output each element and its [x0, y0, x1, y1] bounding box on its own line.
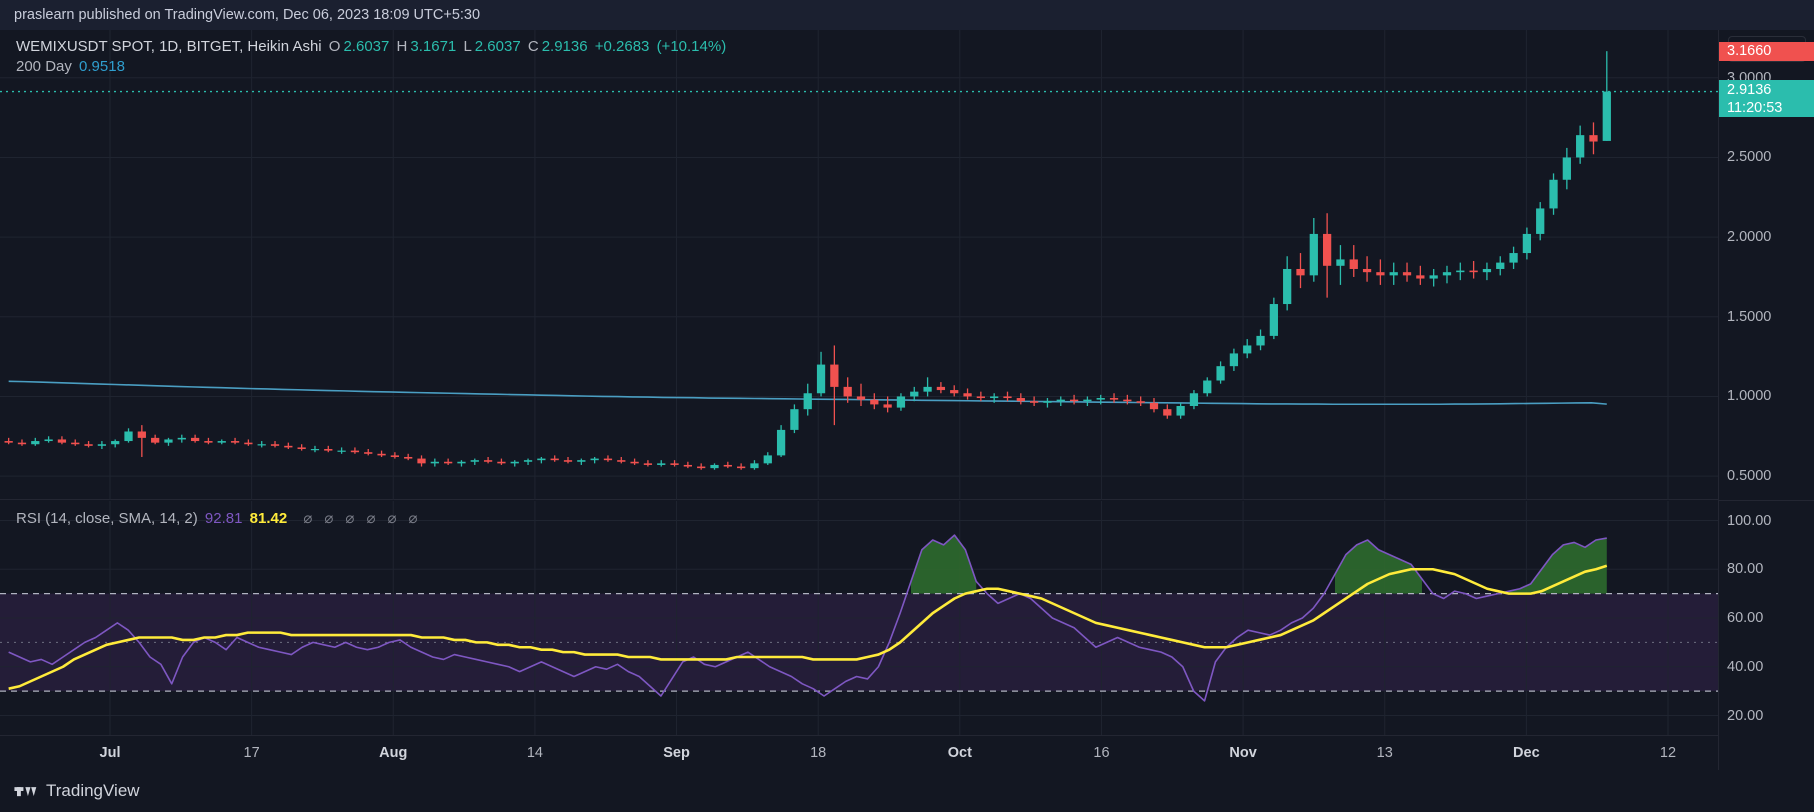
rsi-pane[interactable]: RSI (14, close, SMA, 14, 2) 92.81 81.42 … [0, 501, 1718, 735]
price-scale[interactable]: USDT 3.00002.50002.00001.50001.00000.500… [1718, 30, 1814, 770]
price-tick: 1.0000 [1727, 388, 1772, 405]
price-tick: 2.5000 [1727, 149, 1772, 166]
rsi-tick: 20.00 [1727, 707, 1764, 724]
countdown-timer: 11:20:53 [1727, 100, 1783, 117]
time-tick: Nov [1229, 745, 1257, 761]
time-tick: 12 [1659, 745, 1677, 761]
time-tick: Aug [379, 745, 408, 761]
price-pane[interactable]: WEMIXUSDT SPOT, 1D, BITGET, Heikin Ashi … [0, 30, 1718, 500]
time-tick: 16 [1093, 745, 1110, 761]
footer: TradingView [0, 770, 1814, 812]
last-price-value: 2.9136 [1727, 81, 1772, 98]
price-tick: 2.0000 [1727, 229, 1772, 246]
scale-divider [1719, 500, 1814, 501]
last-price-badge[interactable]: 2.9136 11:20:53 [1719, 79, 1814, 117]
rsi-tick: 100.00 [1727, 512, 1772, 529]
price-tick: 1.5000 [1727, 308, 1772, 325]
time-tick: 18 [810, 745, 827, 761]
time-tick: 14 [526, 745, 543, 761]
attribution-bar: praslearn published on TradingView.com, … [0, 0, 1814, 30]
time-axis[interactable]: Jul 17 Aug 14 Sep 18 Oct 16 Nov 13 Dec 12 [0, 735, 1718, 770]
time-tick: Sep [663, 745, 690, 761]
tradingview-mark-icon [14, 787, 37, 797]
tradingview-wordmark: TradingView [46, 781, 140, 800]
price-tick: 0.5000 [1727, 468, 1772, 485]
chart-frame[interactable]: WEMIXUSDT SPOT, 1D, BITGET, Heikin Ashi … [0, 30, 1814, 770]
tradingview-logo[interactable]: TradingView [14, 781, 140, 801]
rsi-tick: 60.00 [1727, 610, 1764, 626]
price-candlestick-plot [0, 30, 1718, 500]
time-tick: 13 [1376, 745, 1393, 761]
time-tick: Jul [99, 745, 121, 761]
time-tick: 17 [243, 745, 260, 761]
rsi-tick: 80.00 [1727, 561, 1764, 578]
time-tick: Oct [947, 745, 972, 761]
time-tick: Dec [1513, 745, 1540, 761]
high-price-badge: 3.1660 [1719, 42, 1814, 62]
rsi-indicator-plot [0, 501, 1718, 735]
rsi-tick: 40.00 [1727, 658, 1764, 675]
